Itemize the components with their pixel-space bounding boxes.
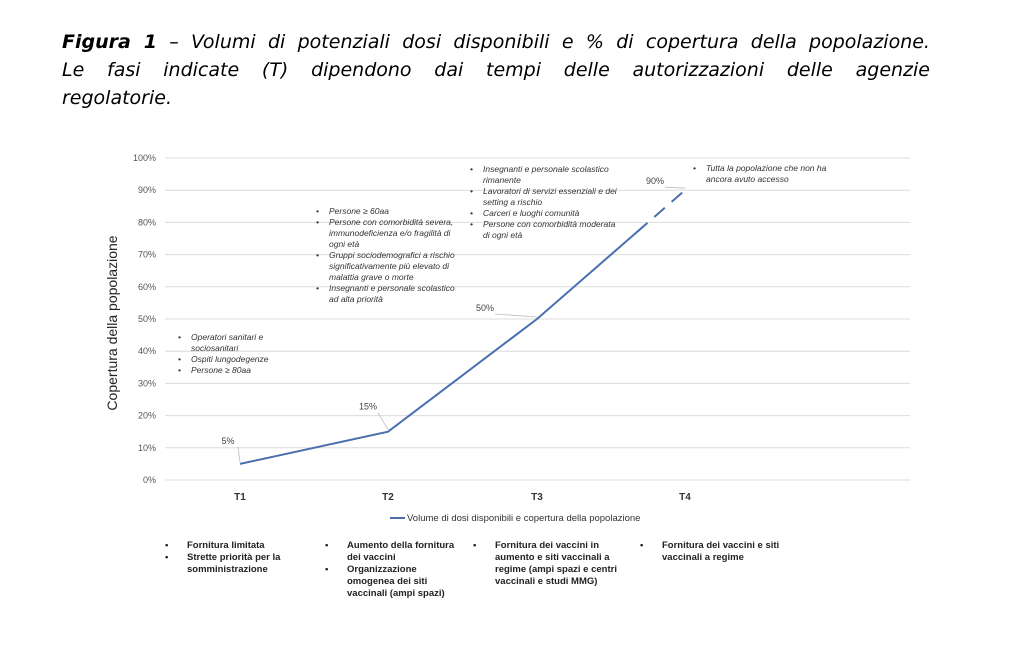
annotation-t2-item: Insegnanti e personale scolastico ad alt… [316, 283, 461, 305]
y-tick-label: 70% [138, 250, 156, 260]
annotation-t1-item: Ospiti lungodegenze [178, 354, 288, 365]
annotation-t3: Insegnanti e personale scolastico rimane… [470, 164, 620, 241]
annotation-t4: Tutta la popolazione che non ha ancora a… [693, 163, 843, 185]
series-line-solid [239, 231, 638, 465]
y-tick-label: 0% [143, 475, 156, 485]
figure-caption: Figura 1 – Volumi di potenziali dosi dis… [62, 28, 930, 112]
annotation-t2-item: Persone ≥ 60aa [316, 206, 461, 217]
bottom-note-item: Aumento della fornitura dei vaccini [325, 540, 460, 564]
bottom-note-t3: Fornitura dei vaccini in aumento e siti … [473, 540, 633, 588]
caption-line-2: Le fasi indicate (T) dipendono dai tempi… [62, 59, 930, 81]
x-tick-label: T3 [531, 492, 543, 503]
data-label: 5% [221, 436, 234, 446]
y-tick-label: 90% [138, 185, 156, 195]
annotation-t3-item: Persone con comorbidità moderata di ogni… [470, 219, 620, 241]
caption-dash: – [156, 31, 192, 53]
annotation-t3-item: Lavoratori di servizi essenziali e dei s… [470, 186, 620, 208]
data-label-leader [664, 186, 686, 189]
y-tick-label: 100% [133, 153, 156, 163]
y-tick-label: 60% [138, 282, 156, 292]
bottom-note-item: Organizzazione omogenea dei siti vaccina… [325, 564, 460, 600]
y-tick-label: 40% [138, 346, 156, 356]
data-label-leader [237, 446, 241, 462]
annotation-t3-item: Carceri e luoghi comunità [470, 208, 620, 219]
caption-lead: Figura 1 [62, 31, 157, 53]
bottom-note-item: Fornitura dei vaccini e siti vaccinali a… [640, 540, 780, 564]
x-tick-label: T4 [679, 492, 691, 503]
bottom-note-item: Fornitura dei vaccini in aumento e siti … [473, 540, 633, 588]
annotation-t1-item: Persone ≥ 80aa [178, 365, 288, 376]
bottom-note-item: Strette priorità per la somministrazione [165, 552, 305, 576]
y-axis-label: Copertura della popolazione [104, 235, 120, 410]
caption-line-3: regolatorie. [62, 87, 173, 109]
x-tick-label: T2 [382, 492, 394, 503]
annotation-t2-item: Gruppi sociodemografici a rischio signif… [316, 250, 461, 283]
bottom-note-item: Fornitura limitata [165, 540, 305, 552]
annotation-t2: Persone ≥ 60aa Persone con comorbidità s… [316, 206, 461, 305]
caption-line-1: Volumi di potenziali dosi disponibili e … [191, 31, 930, 53]
x-tick-label: T1 [234, 492, 246, 503]
bottom-note-t4: Fornitura dei vaccini e siti vaccinali a… [640, 540, 780, 564]
data-label: 15% [359, 402, 377, 412]
bottom-note-t2: Aumento della fornitura dei vaccini Orga… [325, 540, 460, 600]
y-tick-label: 50% [138, 314, 156, 324]
annotation-t2-item: Persone con comorbidità severa, immunode… [316, 217, 461, 250]
annotation-t4-item: Tutta la popolazione che non ha ancora a… [693, 163, 843, 185]
data-label-leader [494, 313, 538, 318]
data-label: 90% [646, 176, 664, 186]
data-label-leader [377, 412, 389, 430]
legend-label: Volume di dosi disponibili e copertura d… [407, 513, 640, 524]
bottom-note-t1: Fornitura limitata Strette priorità per … [165, 540, 305, 576]
data-label: 50% [476, 303, 494, 313]
annotation-t1-item: Operatori sanitari e sociosanitari [178, 332, 288, 354]
annotation-t1: Operatori sanitari e sociosanitari Ospit… [178, 332, 288, 376]
y-tick-label: 80% [138, 217, 156, 227]
series-line-dashed [636, 189, 686, 233]
y-tick-label: 10% [138, 443, 156, 453]
y-tick-label: 30% [138, 378, 156, 388]
annotation-t3-item: Insegnanti e personale scolastico rimane… [470, 164, 620, 186]
y-tick-label: 20% [138, 411, 156, 421]
